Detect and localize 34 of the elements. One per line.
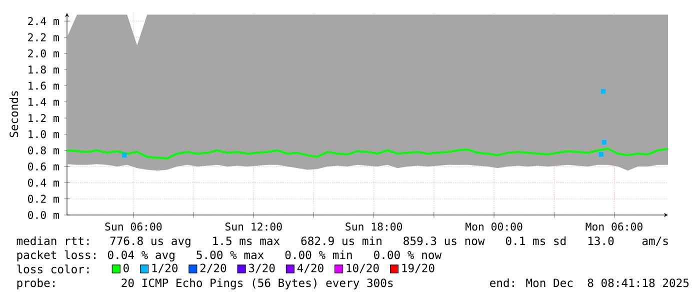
y-tick-label: 1.6 m [28,82,59,90]
y-tick-label: 0.6 m [28,162,59,171]
text: median rtt: 776.8 us avg 1.5 ms max 682.9 us min 859.3 us now 0.1 ms sd 13.0 am/s [16,236,668,248]
y-tick-label: 1.0 m [28,130,59,138]
y-tick-label: 0.4 m [28,178,59,187]
legend-label: 2/20 [200,264,226,274]
y-tick-label: 0.2 m [28,194,59,203]
legend-label: 3/20 [248,264,275,274]
legend-title: loss color: [17,264,89,274]
x-tick-label: Sun 06:00 [105,222,162,231]
y-tick-label: 2.4 m [28,17,59,26]
x-tick-label: Sun 12:00 [225,222,282,231]
legend-label: 19/20 [402,264,434,274]
point [598,152,604,157]
y-axis-title: Seconds [9,91,18,138]
legend-label: 4/20 [297,264,324,274]
y-tick-label: 2.0 m [28,49,59,58]
point [602,140,606,145]
x-tick-label: Mon 00:00 [466,222,522,231]
y-tick-label: 2.2 m [28,33,59,42]
legend-label: 1/20 [152,264,178,274]
y-tick-label: 1.8 m [28,66,59,74]
legend-label: 0 [124,264,129,272]
y-tick-label: 1.2 m [28,114,59,122]
x-tick-label: Sun 18:00 [346,222,402,231]
y-tick-label: 0.8 m [28,146,59,154]
legend-label: 10/20 [346,264,379,274]
x-tick-label: Mon 06:00 [586,222,642,231]
text: packet loss: 0.04 % avg 5.00 % max 0.00 % min 0.00 % now [17,250,442,262]
y-tick-label: 0.0 m [28,210,59,220]
point [122,152,127,158]
text: probe: 20 ICMP Echo Pings (56 Bytes) every 300s end: Mon Dec 8 08:41:18 2025 [17,278,689,290]
y-tick-label: 1.4 m [28,98,59,106]
point [600,89,606,94]
